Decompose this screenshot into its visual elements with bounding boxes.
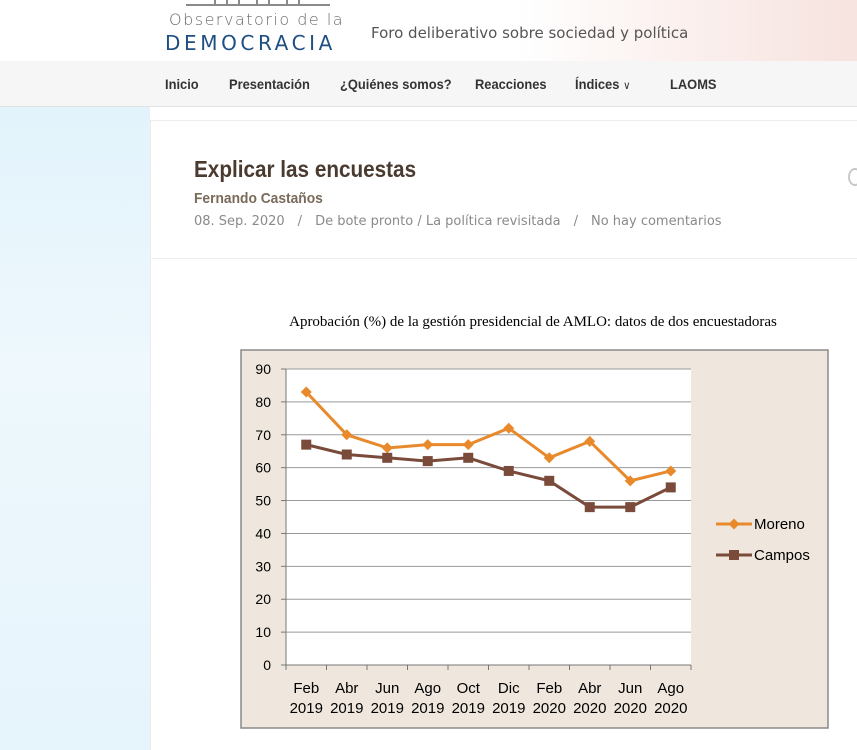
y-axis: 0 10 20 30 40 50 60 70 80 90	[255, 361, 287, 673]
x-tick-label-year: 2019	[290, 700, 323, 717]
post-author[interactable]: Fernando Castaños	[194, 190, 323, 207]
x-tick-label-month: Jun	[618, 680, 642, 697]
data-point-campos	[341, 449, 352, 460]
legend-label-campos: Campos	[754, 547, 810, 564]
x-axis: Feb 2019 Abr 2019 Jun 2019 Ago 2019 Oct 2019 Dic 20…	[285, 664, 692, 717]
divider	[150, 258, 857, 259]
data-point-moreno	[300, 386, 312, 398]
meta-separator: /	[297, 214, 303, 229]
nav-item-indices-label: Índices	[575, 76, 620, 92]
y-tick-label: 60	[255, 460, 271, 476]
y-tick-label: 20	[255, 591, 271, 607]
data-point-campos	[422, 456, 433, 467]
data-point-campos	[301, 439, 312, 450]
y-tick-label: 40	[255, 525, 271, 541]
site-tagline: Foro deliberativo sobre sociedad y polít…	[371, 24, 689, 42]
series-line-campos	[305, 443, 672, 509]
x-tick-label-year: 2019	[492, 700, 525, 717]
post-comments-link[interactable]: No hay comentarios	[590, 214, 722, 229]
data-point-campos	[544, 475, 555, 486]
post-date: 08. Sep. 2020	[194, 214, 285, 229]
data-point-moreno	[665, 465, 677, 477]
data-point-campos	[584, 502, 595, 513]
logo-text-bottom[interactable]: DEMOCRACIA	[165, 31, 336, 55]
comment-icon[interactable]	[848, 168, 857, 186]
nav-item-presentacion[interactable]: Presentación	[229, 76, 310, 92]
post-title[interactable]: Explicar las encuestas	[194, 156, 417, 182]
x-tick-label-year: 2020	[573, 700, 606, 717]
nav-item-reacciones[interactable]: Reacciones	[475, 76, 547, 92]
main-navigation: Inicio Presentación ¿Quiénes somos? Reac…	[0, 61, 857, 107]
page-background	[0, 106, 150, 750]
data-point-moreno	[462, 439, 474, 451]
legend-marker-moreno	[728, 518, 740, 530]
data-point-campos	[665, 482, 676, 493]
y-tick-label: 30	[255, 558, 271, 574]
x-tick-label-year: 2019	[411, 700, 444, 717]
nav-item-indices[interactable]: Índices ∨	[575, 76, 630, 92]
chevron-down-icon: ∨	[623, 80, 631, 92]
data-point-campos	[625, 502, 636, 513]
x-tick-label-year: 2019	[452, 700, 485, 717]
x-tick-label-month: Feb	[536, 680, 562, 697]
x-tick-label-year: 2020	[533, 700, 566, 717]
legend-marker-campos	[729, 550, 739, 560]
post-meta: 08. Sep. 2020 / De bote pronto / La políti…	[194, 214, 722, 229]
plot-area	[286, 369, 691, 665]
y-tick-label: 70	[255, 427, 271, 443]
data-point-moreno	[584, 435, 596, 447]
nav-item-laoms[interactable]: LAOMS	[670, 76, 717, 92]
data-point-moreno	[341, 429, 353, 441]
x-tick-label-month: Dic	[498, 680, 520, 697]
site-header: Observatorio de la DEMOCRACIA Foro delib…	[0, 0, 857, 61]
x-tick-label-year: 2019	[371, 700, 404, 717]
meta-separator: /	[573, 214, 578, 229]
chart-series	[300, 386, 677, 513]
nav-item-quienes-somos[interactable]: ¿Quiénes somos?	[340, 76, 452, 92]
x-tick-label-month: Abr	[335, 680, 358, 697]
legend-label-moreno: Moreno	[754, 516, 805, 533]
nav-item-inicio[interactable]: Inicio	[165, 76, 199, 92]
y-tick-label: 90	[255, 361, 271, 377]
chart-legend: Moreno Campos	[716, 516, 810, 564]
x-tick-label-year: 2020	[614, 700, 647, 717]
logo-ornament	[186, 0, 330, 6]
y-tick-label: 10	[255, 624, 271, 640]
x-tick-label-month: Ago	[414, 680, 441, 697]
logo-text-top[interactable]: Observatorio de la	[169, 10, 345, 29]
chart-title: Aprobación (%) de la gestión presidencia…	[289, 314, 777, 330]
x-tick-label-month: Abr	[578, 680, 601, 697]
data-point-moreno	[543, 452, 555, 464]
series-line-moreno	[305, 390, 672, 483]
x-tick-label-month: Jun	[375, 680, 399, 697]
y-tick-label: 80	[255, 394, 271, 410]
data-point-campos	[503, 465, 514, 476]
data-point-campos	[382, 452, 393, 463]
x-tick-label-year: 2019	[330, 700, 363, 717]
chart-gridlines	[286, 368, 691, 633]
x-tick-label-year: 2020	[654, 700, 687, 717]
y-tick-label: 0	[263, 657, 271, 673]
x-tick-label-month: Ago	[657, 680, 684, 697]
post-categories-link[interactable]: De bote pronto / La política revisitada	[315, 214, 561, 229]
y-tick-label: 50	[255, 493, 271, 509]
x-tick-label-month: Feb	[293, 680, 319, 697]
data-point-moreno	[422, 439, 434, 451]
data-point-campos	[463, 452, 474, 463]
data-point-moreno	[503, 422, 515, 434]
x-tick-label-month: Oct	[457, 680, 481, 697]
data-point-moreno	[381, 442, 393, 454]
data-point-moreno	[624, 475, 636, 487]
